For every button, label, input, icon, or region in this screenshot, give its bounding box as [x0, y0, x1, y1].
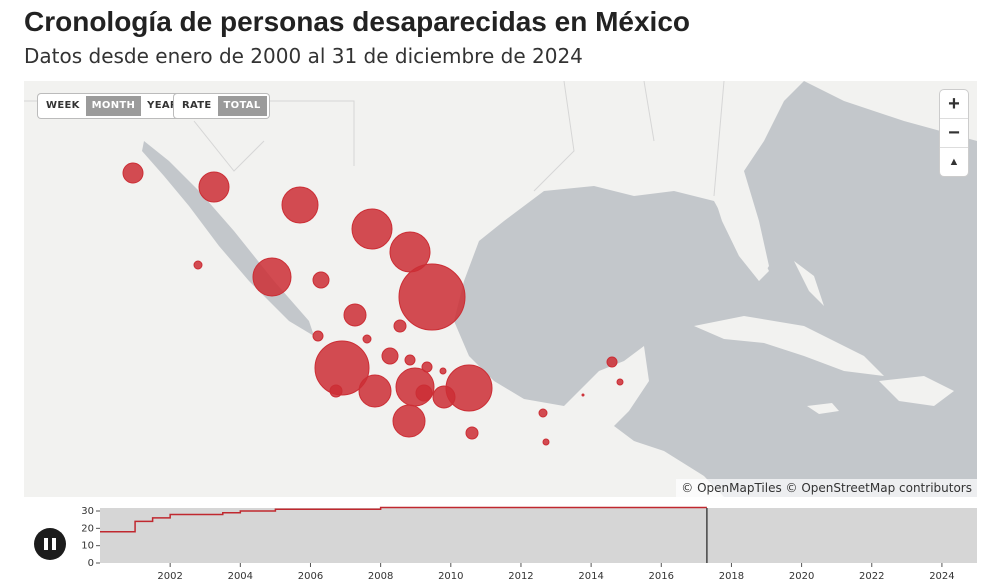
timeline-y-tick-label: 20	[81, 523, 94, 534]
bubble-marker[interactable]	[538, 408, 548, 418]
bubble-marker[interactable]	[606, 356, 618, 368]
timeline-x-tick-label: 2022	[859, 571, 884, 582]
timeline-x-tick-label: 2024	[929, 571, 954, 582]
timeline-y-tick-label: 30	[81, 506, 94, 517]
timeline-x-axis: 2002 2004 2006 2008 2010 2012 2014 2016 2018 2020…	[157, 563, 955, 582]
timeline-x-tick-label: 2018	[719, 571, 744, 582]
timeline-y-tick-label: 0	[88, 558, 94, 569]
timeline-x-tick-label: 2012	[508, 571, 533, 582]
compass-button[interactable]: ▲	[948, 156, 960, 168]
timeline-x-tick-label: 2016	[649, 571, 674, 582]
timeline-y-tick-label: 10	[81, 541, 94, 552]
timeline-x-tick-label: 2020	[789, 571, 814, 582]
timeline-x-tick-label: 2008	[368, 571, 393, 582]
landmass-mainland	[24, 81, 977, 497]
bubble-marker[interactable]	[193, 260, 203, 270]
bubble-marker[interactable]	[381, 347, 399, 365]
period-toggle[interactable]: WEEK MONTH YEAR	[38, 94, 186, 118]
zoom-in-button[interactable]: +	[940, 90, 968, 119]
bubble-marker[interactable]	[542, 438, 550, 446]
page-title: Cronología de personas desaparecidas en …	[24, 6, 690, 37]
timeline-x-tick-label: 2004	[228, 571, 253, 582]
pause-icon-bar	[52, 538, 56, 550]
timeline-x-tick-label: 2002	[157, 571, 182, 582]
period-year[interactable]: YEAR	[147, 100, 178, 111]
bubble-marker[interactable]	[581, 393, 585, 397]
timeline-chart[interactable]: 0 10 20 30 2002 2004 2006 2008 2010 2012 2014 2016…	[60, 505, 980, 583]
bubble-marker[interactable]	[439, 367, 447, 375]
bubble-marker[interactable]	[252, 257, 292, 297]
bubble-marker[interactable]	[198, 171, 230, 203]
landmass-hispaniola	[879, 376, 954, 406]
bubble-marker[interactable]	[393, 319, 407, 333]
bubbles-layer	[122, 162, 624, 446]
landmass-florida	[714, 196, 769, 281]
timeline-y-axis: 0 10 20 30	[81, 506, 100, 569]
measure-total[interactable]: TOTAL	[217, 96, 267, 116]
bubble-marker[interactable]	[312, 330, 324, 342]
timeline-background	[100, 508, 977, 563]
page-subtitle: Datos desde enero de 2000 al 31 de dicie…	[24, 44, 583, 68]
landmass-cuba	[694, 316, 884, 376]
bubble-marker[interactable]	[465, 426, 479, 440]
bubble-marker[interactable]	[122, 162, 144, 184]
map[interactable]: WEEK MONTH YEAR RATE TOTAL + − ▲ © OpenM…	[24, 81, 977, 497]
bubble-marker[interactable]	[362, 334, 372, 344]
bubble-marker[interactable]	[343, 303, 367, 327]
timeline-x-tick-label: 2014	[578, 571, 603, 582]
map-attribution: © OpenMapTiles © OpenStreetMap contribut…	[676, 479, 977, 497]
pause-button[interactable]	[34, 528, 66, 560]
landmass-baja	[132, 141, 234, 321]
period-week[interactable]: WEEK	[46, 100, 80, 111]
bubble-marker[interactable]	[415, 384, 433, 402]
bubble-marker[interactable]	[358, 374, 392, 408]
bubble-marker[interactable]	[432, 385, 456, 409]
map-canvas[interactable]	[24, 81, 977, 497]
bubble-marker[interactable]	[329, 384, 343, 398]
bubble-marker[interactable]	[392, 404, 426, 438]
timeline-x-tick-label: 2010	[438, 571, 463, 582]
bubble-marker[interactable]	[312, 271, 330, 289]
landmass-jamaica	[807, 403, 839, 414]
landmass-bahamas	[794, 261, 824, 306]
bubble-marker[interactable]	[281, 186, 319, 224]
zoom-out-button[interactable]: −	[940, 119, 968, 148]
bubble-marker[interactable]	[398, 263, 466, 331]
measure-rate[interactable]: RATE	[182, 100, 212, 111]
bubble-marker[interactable]	[314, 340, 370, 396]
period-month[interactable]: MONTH	[85, 96, 142, 116]
bubble-marker[interactable]	[351, 208, 393, 250]
pause-icon	[44, 538, 48, 550]
zoom-control: + − ▲	[940, 90, 968, 176]
bubble-marker[interactable]	[616, 378, 624, 386]
timeline-series-line	[100, 506, 707, 533]
bubble-marker[interactable]	[404, 354, 416, 366]
timeline-x-tick-label: 2006	[298, 571, 323, 582]
measure-toggle[interactable]: RATE TOTAL	[174, 94, 269, 118]
